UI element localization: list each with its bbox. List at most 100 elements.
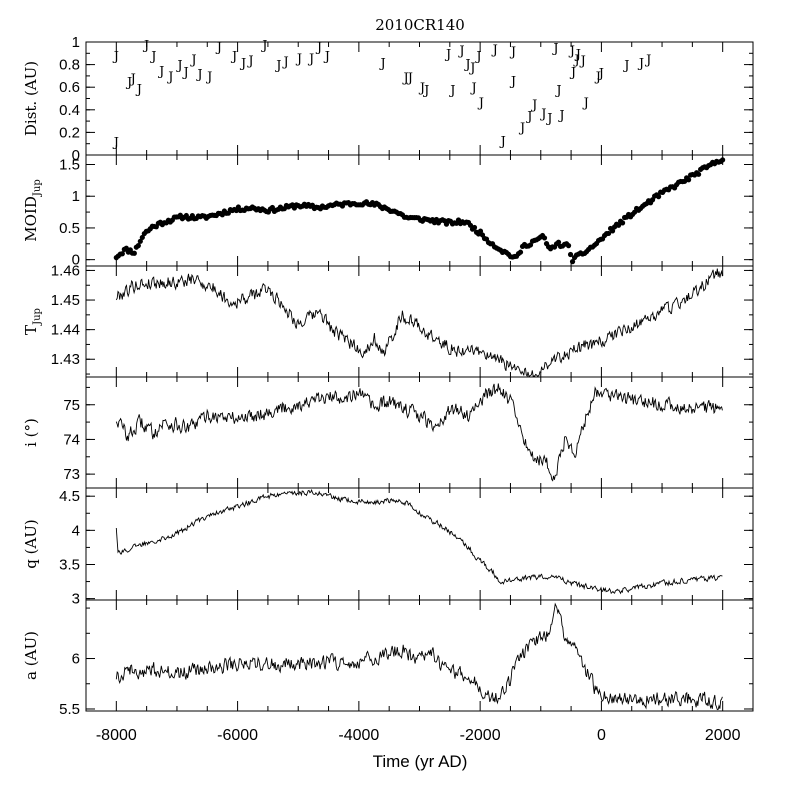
a-ylabel: a (AU)	[22, 631, 40, 680]
q-ytick-label: 3	[72, 591, 80, 608]
dist-point: J	[622, 59, 629, 74]
dist-point: J	[149, 50, 156, 65]
dist-point: J	[315, 41, 322, 56]
dist-point: J	[597, 67, 604, 82]
dist-point: J	[569, 65, 576, 80]
dist-point: J	[422, 83, 429, 98]
tjup-line	[115, 268, 723, 378]
dist-point: J	[195, 68, 202, 83]
moid-point	[137, 238, 143, 244]
tjup-ylabel: TJup	[22, 308, 43, 335]
dist-point: J	[573, 53, 580, 68]
dist-point: J	[579, 54, 586, 69]
dist-point: J	[379, 56, 386, 71]
q-ytick-label: 4.5	[59, 488, 80, 505]
dist-point: J	[157, 64, 164, 79]
dist-point: J	[181, 65, 188, 80]
chart-title: 2010CR140	[375, 16, 465, 34]
tjup-ylabel-subscript: Jup	[32, 308, 43, 326]
dist-point: J	[509, 45, 516, 60]
dist-ylabel: Dist. (AU)	[22, 61, 40, 136]
moid-ytick-label: 1	[72, 188, 80, 205]
dist-point: J	[112, 135, 119, 150]
x-tick-label: 2000	[705, 727, 741, 744]
moid-point	[527, 242, 534, 248]
moid-point	[615, 222, 622, 228]
dist-ytick-label: 0	[72, 147, 80, 164]
dist-point: J	[281, 55, 288, 70]
dist-point: J	[557, 108, 564, 123]
moid-ytick-label: 0.5	[59, 220, 80, 237]
x-axis-label: Time (yr AD)	[373, 752, 468, 771]
x-tick-label: 0	[597, 727, 606, 744]
dist-point: J	[469, 81, 476, 96]
dist-point: J	[189, 53, 196, 68]
dist-point: J	[525, 109, 532, 124]
dist-point: J	[239, 56, 246, 71]
dist-point: J	[230, 50, 237, 65]
moid-point	[477, 228, 484, 234]
dist-point: J	[142, 38, 149, 53]
moid-point	[569, 259, 576, 265]
moid-point	[567, 251, 574, 258]
moid-frame	[85, 154, 754, 267]
dist-point: J	[246, 54, 253, 69]
moid-ytick-label: 1.5	[59, 157, 80, 174]
moid-point	[609, 228, 616, 234]
moid-point	[655, 194, 662, 200]
dist-point: J	[468, 61, 475, 76]
tjup-ytick-label: 1.43	[51, 351, 80, 368]
moid-ytick-label: 0	[72, 252, 80, 269]
dist-point: J	[545, 112, 552, 127]
dist-point: J	[554, 83, 561, 98]
moid-point	[135, 243, 141, 249]
panel-tjup: 1.43 1.44 1.45 1.46 TJup	[22, 262, 754, 378]
moid-point	[565, 243, 572, 249]
moid-point	[269, 204, 275, 211]
dist-point: J	[530, 98, 537, 113]
moid-point	[119, 251, 125, 257]
dist-point: J	[260, 38, 267, 53]
tjup-ytick-label: 1.44	[51, 322, 80, 339]
dist-point: J	[402, 71, 409, 86]
x-tick-label: -4000	[338, 727, 379, 744]
dist-point: J	[568, 44, 575, 59]
a-line	[115, 602, 723, 711]
dist-ytick-label: 1	[72, 34, 80, 51]
dist-point: J	[582, 96, 589, 111]
moid-point	[619, 220, 626, 226]
incl-ytick-label: 75	[63, 397, 80, 414]
panel-q: 3 3.5 4 4.5 q (AU)	[22, 487, 754, 608]
moid-point	[686, 177, 692, 183]
moid-point	[517, 249, 524, 255]
dist-point: J	[166, 70, 173, 85]
dist-point: J	[644, 53, 651, 68]
q-ytick-label: 4	[72, 522, 80, 539]
dist-ytick-label: 0.2	[59, 124, 80, 141]
dist-point: J	[499, 134, 506, 149]
moid-ylabel: MOIDJup	[22, 179, 43, 241]
moid-point	[471, 224, 478, 231]
dist-ytick-label: 0.6	[59, 79, 80, 96]
dist-point: J	[539, 107, 546, 122]
dist-point: J	[637, 56, 644, 71]
dist-point: J	[474, 50, 481, 65]
dist-point: J	[418, 81, 425, 96]
dist-point: J	[477, 96, 484, 111]
dist-ytick-label: 0.8	[59, 57, 80, 74]
dist-point: J	[323, 50, 330, 65]
moid-point	[605, 230, 612, 237]
incl-ytick-label: 74	[63, 431, 80, 448]
q-ytick-label: 3.5	[59, 556, 80, 573]
dist-point: J	[274, 59, 281, 74]
x-tick-label: -2000	[460, 727, 501, 744]
dist-point: J	[307, 52, 314, 67]
a-ytick-label: 5.5	[59, 701, 80, 718]
dist-point: J	[125, 76, 132, 91]
a-frame	[85, 599, 754, 712]
x-tick-label: -6000	[217, 727, 258, 744]
tjup-ytick-label: 1.46	[51, 262, 80, 279]
moid-point	[541, 235, 548, 241]
dist-point: J	[205, 70, 212, 85]
